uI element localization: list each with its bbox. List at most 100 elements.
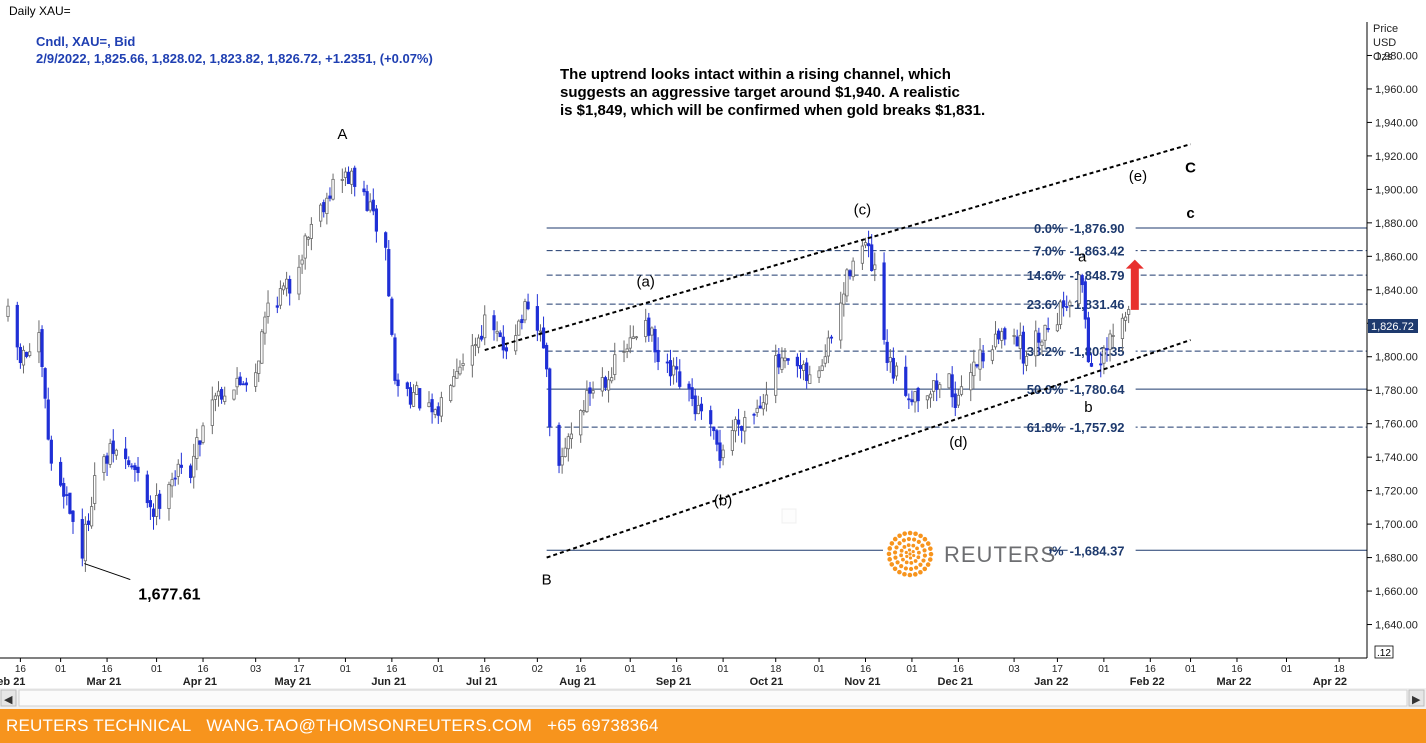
chart-scrollbar[interactable]: ◀ ▶	[0, 688, 1426, 709]
logo-dot	[903, 566, 908, 571]
candle-body	[89, 506, 94, 527]
candle-body	[328, 195, 332, 199]
x-month-label: Oct 21	[750, 676, 784, 688]
candle-body	[1012, 335, 1016, 337]
logo-dot	[915, 546, 919, 551]
candle-body	[801, 363, 806, 371]
price-axis-title-1: Price	[1373, 23, 1398, 35]
candle-body	[83, 523, 87, 562]
x-month-label: Sep 21	[656, 676, 691, 688]
candle-body	[969, 372, 973, 391]
x-month-label: Nov 21	[844, 676, 880, 688]
logo-dot	[899, 548, 904, 553]
logo-dot	[925, 541, 931, 546]
candle-body	[826, 337, 830, 357]
candle-body	[309, 223, 313, 239]
candle-body	[436, 406, 440, 416]
scroll-left-button[interactable]	[0, 689, 17, 707]
candle-body	[603, 377, 608, 388]
fib-percent-label: 14.6%	[1027, 268, 1064, 283]
fib-value-label: -1,757.92	[1070, 420, 1125, 435]
logo-dot	[907, 572, 913, 578]
candle-body	[1055, 324, 1060, 332]
candle-body	[993, 333, 998, 348]
candle-body	[740, 425, 744, 431]
candle-body	[198, 440, 202, 445]
x-day-label: 17	[293, 664, 305, 675]
x-month-label: Apr 22	[1313, 676, 1347, 688]
candle-body	[374, 208, 378, 232]
candle-body	[24, 351, 29, 357]
fib-value-bg	[1067, 242, 1136, 258]
candle-body	[959, 386, 964, 395]
scrollbar-thumb[interactable]	[18, 689, 1408, 707]
candle-body	[1065, 306, 1069, 308]
logo-dot	[905, 554, 909, 559]
marker-square	[781, 508, 797, 524]
candle-body	[653, 329, 657, 353]
candle-body	[675, 366, 679, 370]
scroll-right-button[interactable]	[1408, 689, 1425, 707]
candle-body	[668, 360, 673, 377]
candle-body	[1102, 347, 1106, 364]
candle-body	[873, 264, 877, 270]
y-tick-label: 1,680.00	[1375, 553, 1418, 565]
low-callout-line	[84, 563, 131, 581]
candle-body	[189, 465, 193, 478]
candle-body	[480, 335, 484, 340]
y-tick-label: 1,940.00	[1375, 117, 1418, 129]
logo-dot	[906, 543, 911, 547]
footer-email[interactable]: WANG.TAO@THOMSONREUTERS.COM	[206, 716, 533, 735]
candle-body	[690, 387, 694, 399]
candle-body	[111, 440, 115, 454]
candle-body	[631, 336, 635, 339]
logo-dot	[916, 539, 921, 544]
x-day-label: 01	[340, 664, 352, 675]
candle-body	[455, 370, 459, 379]
y-tick-label: 1,660.00	[1375, 586, 1418, 598]
candle-body	[235, 377, 239, 388]
logo-dot	[911, 543, 916, 548]
x-month-label: Dec 21	[938, 676, 973, 688]
fib-value-bg	[1067, 220, 1136, 236]
candle-body	[882, 262, 886, 340]
logo-dot	[892, 550, 898, 555]
x-day-label: 16	[860, 664, 872, 675]
annotation-line-1: The uptrend looks intact within a rising…	[560, 66, 951, 83]
trend-channel	[484, 143, 1191, 559]
candle-body	[1040, 341, 1044, 346]
candle-body	[108, 443, 112, 465]
wave-label: (d)	[949, 434, 967, 451]
logo-dot	[913, 531, 918, 537]
candle-body	[439, 397, 443, 417]
candle-body	[495, 330, 499, 334]
price-axis-title-2: USD	[1373, 37, 1396, 49]
candle-body	[557, 424, 561, 466]
x-day-label: 01	[151, 664, 163, 675]
candle-body	[281, 285, 286, 291]
callouts: 1,677.61	[84, 259, 1144, 604]
candle-body	[805, 362, 809, 382]
candle-body	[656, 349, 660, 363]
candle-body	[904, 366, 908, 396]
fib-value-bg	[1067, 267, 1136, 283]
candle-body	[829, 336, 834, 339]
candle-body	[241, 383, 245, 386]
wave-label: C	[1185, 160, 1196, 177]
candle-body	[21, 349, 26, 366]
candle-body	[671, 365, 676, 376]
candle-body	[15, 304, 19, 348]
timescale-zoom[interactable]: .12	[1377, 648, 1391, 659]
candle-body	[1120, 317, 1125, 340]
zoom-box[interactable]	[1374, 645, 1394, 659]
candle-body	[975, 364, 979, 367]
wave-labels: A B C (a) (b) (c) (d) (e) a b c	[337, 126, 1196, 588]
candle-body	[105, 455, 109, 464]
y-tick-label: 1,740.00	[1375, 452, 1418, 464]
candle-body	[306, 237, 310, 240]
candle-body	[699, 403, 704, 412]
candle-body	[303, 235, 307, 259]
logo-dot	[892, 536, 898, 542]
candle-body	[411, 392, 416, 407]
logo-dot	[913, 572, 918, 577]
